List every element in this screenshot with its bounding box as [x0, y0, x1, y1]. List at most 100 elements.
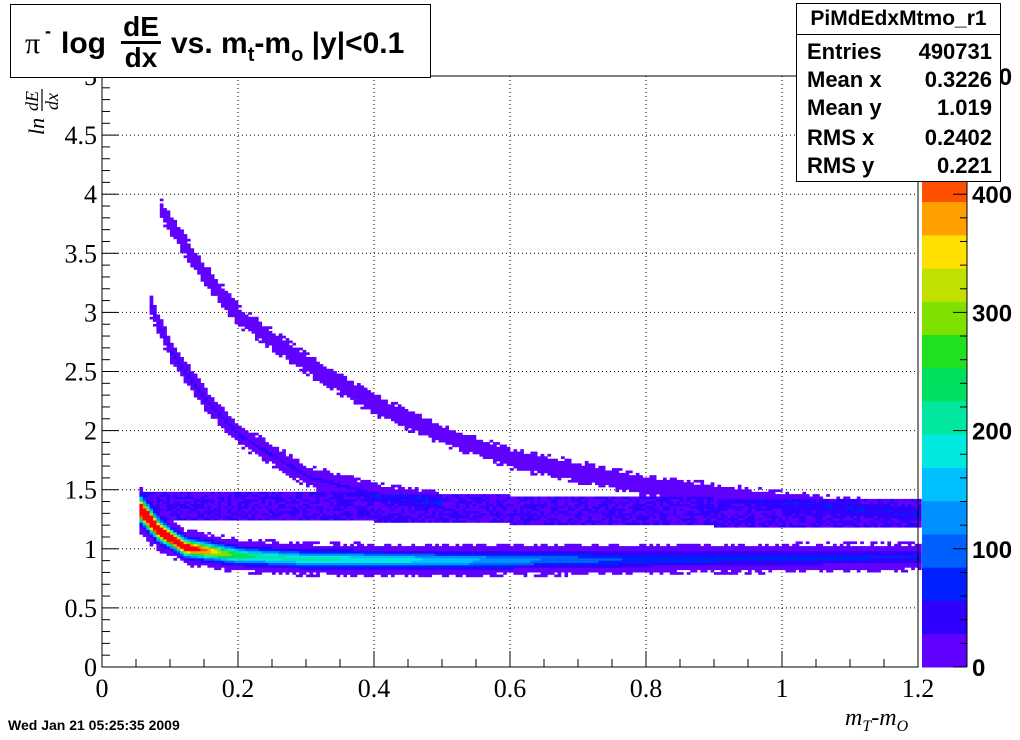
heatmap-cell	[187, 496, 191, 500]
heatmap-cell	[200, 390, 205, 393]
heatmap-cell	[156, 496, 161, 500]
heatmap-cell	[411, 496, 416, 500]
heatmap-cell	[499, 453, 504, 457]
heatmap-cell	[523, 515, 528, 519]
heatmap-cell	[380, 513, 385, 516]
heatmap-cell	[231, 309, 235, 313]
heatmap-cell	[149, 501, 154, 504]
heatmap-cell	[176, 496, 181, 500]
heatmap-cell	[391, 569, 395, 573]
heatmap-cell	[455, 513, 460, 516]
heatmap-cell	[448, 565, 453, 568]
heatmap-cell	[387, 520, 392, 523]
heatmap-cell	[367, 508, 371, 511]
heatmap-cell	[210, 565, 215, 568]
heatmap-cell	[421, 425, 426, 429]
heatmap-cell	[170, 229, 174, 233]
heatmap-cell	[170, 227, 174, 230]
heatmap-cell	[326, 501, 331, 504]
heatmap-cell	[292, 562, 297, 566]
heatmap-cell	[581, 477, 586, 481]
heatmap-cell	[193, 255, 198, 259]
heatmap-cell	[523, 522, 528, 526]
heatmap-cell	[241, 328, 246, 332]
heatmap-cell	[404, 560, 409, 563]
heatmap-cell	[465, 446, 470, 450]
heatmap-cell	[445, 430, 450, 433]
heatmap-cell	[166, 340, 171, 344]
heatmap-cell	[210, 274, 215, 277]
heatmap-cell	[455, 432, 460, 436]
heatmap-cell	[180, 231, 184, 235]
heatmap-cell	[340, 477, 344, 481]
heatmap-cell	[431, 496, 436, 500]
heatmap-cell	[153, 539, 157, 542]
heatmap-cell	[244, 567, 249, 571]
heatmap-cell	[346, 567, 351, 571]
heatmap-cell	[414, 517, 419, 521]
heatmap-cell	[571, 567, 575, 571]
heatmap-cell	[248, 543, 252, 547]
heatmap-cell	[221, 411, 225, 415]
heatmap-cell	[197, 515, 201, 519]
heatmap-cell	[350, 394, 354, 398]
heatmap-cell	[238, 546, 242, 549]
heatmap-cell	[394, 548, 399, 552]
heatmap-cell	[180, 513, 184, 516]
heatmap-cell	[476, 505, 480, 509]
heatmap-cell	[360, 565, 365, 568]
heatmap-cell	[275, 340, 280, 344]
heatmap-cell	[591, 565, 596, 568]
heatmap-cell	[176, 241, 181, 244]
heatmap-cell	[210, 558, 215, 561]
heatmap-cell	[166, 534, 171, 537]
heatmap-cell	[431, 517, 436, 521]
heatmap-cell	[391, 501, 395, 504]
heatmap-cell	[496, 550, 501, 554]
heatmap-cell	[238, 501, 242, 504]
heatmap-cell	[397, 416, 402, 419]
heatmap-cell	[537, 548, 541, 552]
heatmap-cell	[377, 548, 382, 552]
heatmap-cell	[343, 387, 348, 391]
heatmap-cell	[530, 505, 535, 509]
heatmap-cell	[309, 371, 314, 374]
heatmap-cell	[408, 510, 412, 514]
heatmap-cell	[190, 385, 195, 389]
heatmap-cell	[343, 494, 348, 497]
heatmap-cell	[425, 546, 429, 549]
heatmap-cell	[312, 496, 317, 500]
heatmap-cell	[578, 567, 582, 571]
heatmap-cell	[183, 380, 188, 384]
heatmap-cell	[224, 548, 229, 552]
heatmap-cell	[227, 300, 232, 303]
heatmap-cell	[268, 513, 273, 516]
heatmap-cell	[302, 567, 307, 571]
heatmap-cell	[527, 458, 531, 462]
heatmap-cell	[278, 465, 283, 469]
heatmap-cell	[550, 517, 555, 521]
heatmap-cell	[214, 558, 218, 561]
heatmap-cell	[431, 513, 436, 516]
heatmap-cell	[197, 505, 201, 509]
heatmap-cell	[428, 548, 433, 552]
heatmap-cell	[479, 562, 484, 566]
heatmap-cell	[156, 546, 161, 549]
heatmap-cell	[234, 555, 239, 559]
heatmap-cell	[469, 503, 473, 507]
heatmap-cell	[357, 517, 361, 521]
heatmap-cell	[159, 527, 164, 530]
heatmap-cell	[299, 553, 303, 556]
heatmap-cell	[557, 468, 562, 471]
heatmap-cell	[282, 453, 286, 457]
heatmap-cell	[156, 539, 161, 542]
heatmap-cell	[319, 494, 324, 497]
heatmap-cell	[377, 397, 382, 400]
heatmap-cell	[261, 550, 266, 554]
heatmap-cell	[581, 479, 586, 483]
heatmap-cell	[431, 510, 436, 514]
heatmap-cell	[159, 522, 164, 526]
heatmap-cell	[217, 411, 222, 415]
heatmap-cell	[469, 555, 473, 559]
heatmap-cell	[489, 510, 494, 514]
